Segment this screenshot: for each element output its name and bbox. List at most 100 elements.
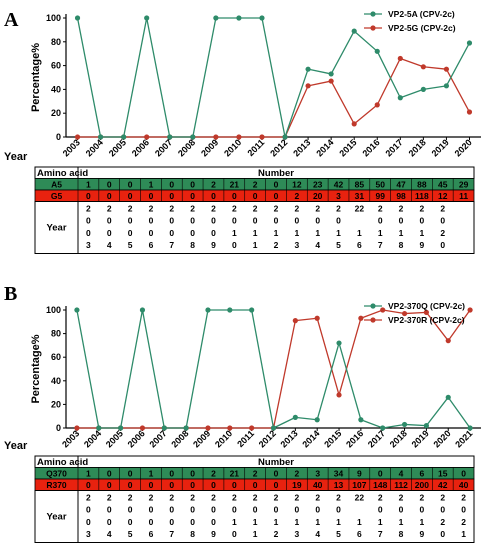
- series-point-1: [445, 338, 451, 344]
- series-line-0: [76, 309, 471, 429]
- table-year-digit: 1: [461, 529, 466, 539]
- table-cell: 12: [438, 191, 448, 201]
- table-year-digit: 0: [211, 216, 216, 226]
- x-tick-label: 2012: [257, 428, 278, 449]
- table-year-block: [34, 490, 475, 543]
- table-year-digit: 0: [86, 228, 91, 238]
- table-year-digit: 9: [211, 240, 216, 250]
- table-year-digit: 0: [128, 228, 133, 238]
- table-header-amino: Amino acid: [37, 168, 88, 179]
- table-year-digit: 0: [190, 505, 195, 515]
- series-line-1: [77, 57, 471, 138]
- series-point-0: [443, 83, 450, 89]
- table-year-digit: 8: [190, 529, 195, 539]
- table-cell: 50: [375, 180, 385, 190]
- x-tick-label: 2010: [213, 428, 234, 449]
- table-cell: 20: [313, 191, 323, 201]
- table-cell: 9: [357, 469, 362, 479]
- table-year-digit: 4: [315, 529, 320, 539]
- table-cell: 29: [459, 180, 469, 190]
- table-cell: 0: [169, 480, 174, 490]
- y-tick-label: 0: [56, 132, 61, 142]
- table-cell: 3: [336, 191, 341, 201]
- series-point-0: [358, 417, 364, 423]
- series-point-1: [305, 83, 311, 89]
- y-tick-label: 80: [51, 37, 61, 47]
- table-year-digit: 2: [211, 204, 216, 214]
- table-cell: 3: [315, 469, 320, 479]
- x-tick-label: 2005: [107, 137, 128, 158]
- table-cell: 0: [232, 191, 237, 201]
- table-cell: 0: [274, 191, 279, 201]
- table-year-digit: 1: [357, 517, 362, 527]
- table-year-digit: 2: [169, 493, 174, 503]
- series-point-0: [420, 86, 426, 92]
- table-cell: 0: [128, 480, 133, 490]
- x-tick-label: 2003: [61, 137, 82, 158]
- table-year-digit: 0: [107, 517, 112, 527]
- table-year-digit: 0: [211, 517, 216, 527]
- series-point-0: [445, 394, 451, 400]
- table-year-digit: 2: [378, 204, 383, 214]
- table-year-digit: 2: [274, 240, 279, 250]
- series-point-0: [227, 307, 233, 313]
- legend-label-1: VP2-5G (CPV-2c): [388, 23, 456, 33]
- table-year-digit: 7: [169, 240, 174, 250]
- table-cell: 0: [190, 480, 195, 490]
- table-year-digit: 0: [107, 505, 112, 515]
- table-year-digit: 8: [399, 240, 404, 250]
- table-year-digit: 1: [399, 228, 404, 238]
- table-year-digit: 2: [274, 493, 279, 503]
- table-cell: 118: [415, 191, 429, 201]
- y-tick-label: 40: [51, 376, 61, 386]
- table-year-digit: 1: [315, 228, 320, 238]
- table-cell: 42: [334, 180, 344, 190]
- table-year-digit: 2: [232, 204, 237, 214]
- table-year-digit: 2: [86, 493, 91, 503]
- x-tick-label: 2006: [130, 137, 151, 158]
- series-point-1: [314, 315, 320, 321]
- table-year-digit: 0: [420, 505, 425, 515]
- x-tick-label: 2003: [60, 428, 81, 449]
- series-point-0: [351, 28, 357, 34]
- table-year-digit: 1: [420, 517, 425, 527]
- table-header-row: [34, 455, 475, 468]
- x-tick-label: 2017: [383, 137, 404, 158]
- table-cell: 1: [86, 180, 91, 190]
- table-year-digit: 2: [211, 493, 216, 503]
- table-year-digit: 0: [232, 240, 237, 250]
- table-row-label: Q370: [46, 469, 67, 479]
- panel-letter: A: [4, 9, 19, 31]
- legend-marker-1: [370, 25, 376, 31]
- table-year-digit: 1: [274, 228, 279, 238]
- table-year-digit: 2: [399, 204, 404, 214]
- table-cell: 0: [378, 469, 383, 479]
- series-point-0: [270, 425, 277, 431]
- series-point-0: [236, 15, 242, 21]
- table-cell: 2: [294, 191, 299, 201]
- table-year-digit: 0: [420, 216, 425, 226]
- table-year-digit: 0: [190, 216, 195, 226]
- table-year-digit: 0: [128, 517, 133, 527]
- series-point-1: [292, 318, 298, 324]
- series-point-0: [96, 425, 102, 431]
- table-year-digit: 0: [315, 216, 320, 226]
- table-year-digit: 5: [336, 529, 341, 539]
- series-point-0: [423, 423, 429, 429]
- x-tick-label: 2016: [360, 137, 381, 158]
- table-year-digit: 2: [461, 493, 466, 503]
- table-year-digit: 2: [440, 204, 445, 214]
- table-cell: 2: [294, 469, 299, 479]
- x-tick-label: 2008: [169, 428, 190, 449]
- x-tick-label: 2011: [246, 137, 267, 158]
- table-header-number: Number: [258, 168, 294, 179]
- table-year-digit: 1: [253, 228, 258, 238]
- x-tick-label: 2019: [410, 428, 431, 449]
- x-tick-label: 2012: [268, 137, 289, 158]
- series-point-0: [118, 425, 124, 431]
- table-year-digit: 6: [357, 529, 362, 539]
- table-cell: 148: [373, 480, 387, 490]
- y-tick-label: 20: [51, 108, 61, 118]
- table-year-digit: 5: [336, 240, 341, 250]
- table-year-digit: 2: [253, 493, 258, 503]
